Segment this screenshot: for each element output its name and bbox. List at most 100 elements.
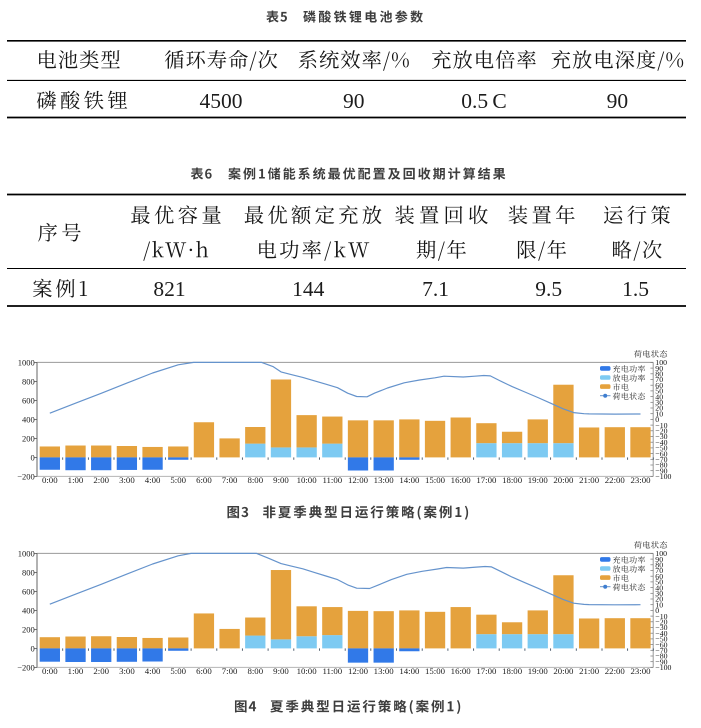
- svg-text:0: 0: [31, 643, 35, 653]
- svg-text:400: 400: [22, 605, 35, 615]
- svg-text:600: 600: [22, 395, 35, 405]
- svg-text:23:00: 23:00: [630, 475, 651, 485]
- svg-text:3:00: 3:00: [119, 666, 135, 676]
- svg-text:8:00: 8:00: [247, 475, 263, 485]
- svg-text:11:00: 11:00: [322, 475, 342, 485]
- svg-text:18:00: 18:00: [502, 475, 523, 485]
- svg-text:19:00: 19:00: [528, 666, 549, 676]
- svg-text:7:00: 7:00: [222, 666, 238, 676]
- svg-text:−50: −50: [655, 444, 667, 453]
- svg-text:−200: −200: [17, 471, 35, 481]
- svg-text:−70: −70: [655, 646, 667, 655]
- svg-text:3:00: 3:00: [119, 475, 135, 485]
- svg-text:0:00: 0:00: [42, 475, 58, 485]
- svg-text:−100: −100: [655, 663, 671, 672]
- svg-text:16:00: 16:00: [451, 666, 472, 676]
- svg-text:90: 90: [655, 364, 663, 373]
- svg-text:17:00: 17:00: [476, 475, 497, 485]
- svg-text:144: 144: [292, 277, 325, 301]
- svg-text:−90: −90: [655, 466, 667, 475]
- svg-text:1.5: 1.5: [622, 277, 649, 301]
- svg-text:20: 20: [655, 595, 663, 604]
- svg-text:800: 800: [22, 376, 35, 386]
- svg-text:17:00: 17:00: [476, 666, 497, 676]
- svg-text:70: 70: [655, 566, 663, 575]
- svg-text:−60: −60: [655, 449, 667, 458]
- svg-text:13:00: 13:00: [374, 666, 395, 676]
- svg-text:4500: 4500: [200, 89, 243, 113]
- svg-text:6:00: 6:00: [196, 475, 212, 485]
- svg-text:800: 800: [22, 567, 35, 577]
- svg-text:12:00: 12:00: [348, 475, 369, 485]
- svg-text:40: 40: [655, 392, 663, 401]
- svg-text:100: 100: [655, 549, 667, 558]
- svg-text:−80: −80: [655, 461, 667, 470]
- svg-text:30: 30: [655, 398, 663, 407]
- svg-text:200: 200: [22, 433, 35, 443]
- svg-text:9:00: 9:00: [273, 475, 289, 485]
- svg-text:−100: −100: [655, 472, 671, 481]
- svg-text:12:00: 12:00: [348, 666, 369, 676]
- svg-text:20: 20: [655, 404, 663, 413]
- svg-text:80: 80: [655, 561, 663, 570]
- svg-text:0:00: 0:00: [42, 666, 58, 676]
- svg-text:60: 60: [655, 572, 663, 581]
- svg-text:7.1: 7.1: [422, 277, 449, 301]
- svg-text:−30: −30: [655, 432, 667, 441]
- svg-text:1000: 1000: [18, 548, 35, 558]
- svg-text:10:00: 10:00: [297, 475, 318, 485]
- svg-text:0: 0: [31, 452, 35, 462]
- svg-text:70: 70: [655, 375, 663, 384]
- svg-text:40: 40: [655, 583, 663, 592]
- svg-text:10:00: 10:00: [297, 666, 318, 676]
- svg-text:5:00: 5:00: [170, 666, 186, 676]
- svg-text:−50: −50: [655, 635, 667, 644]
- svg-text:−60: −60: [655, 640, 667, 649]
- svg-text:−70: −70: [655, 455, 667, 464]
- svg-text:2:00: 2:00: [93, 666, 109, 676]
- svg-text:21:00: 21:00: [579, 666, 600, 676]
- svg-text:10: 10: [655, 600, 663, 609]
- svg-text:4:00: 4:00: [145, 475, 161, 485]
- svg-text:1000: 1000: [18, 357, 35, 367]
- svg-text:0: 0: [655, 415, 659, 424]
- svg-text:20:00: 20:00: [553, 666, 574, 676]
- svg-text:−200: −200: [17, 662, 35, 672]
- svg-text:−20: −20: [655, 427, 667, 436]
- svg-text:19:00: 19:00: [528, 475, 549, 485]
- svg-text:14:00: 14:00: [399, 666, 420, 676]
- svg-text:−80: −80: [655, 652, 667, 661]
- svg-text:−10: −10: [655, 612, 667, 621]
- svg-text:80: 80: [655, 370, 663, 379]
- svg-text:200: 200: [22, 624, 35, 634]
- svg-text:15:00: 15:00: [425, 475, 446, 485]
- svg-text:20:00: 20:00: [553, 475, 574, 485]
- svg-text:21:00: 21:00: [579, 475, 600, 485]
- svg-text:−10: −10: [655, 421, 667, 430]
- svg-text:0.5 C: 0.5 C: [461, 89, 507, 113]
- svg-text:50: 50: [655, 387, 663, 396]
- svg-text:4:00: 4:00: [145, 666, 161, 676]
- svg-text:9:00: 9:00: [273, 666, 289, 676]
- svg-text:821: 821: [153, 277, 185, 301]
- svg-text:22:00: 22:00: [605, 666, 626, 676]
- svg-text:6:00: 6:00: [196, 666, 212, 676]
- svg-text:13:00: 13:00: [374, 475, 395, 485]
- svg-text:90: 90: [655, 555, 663, 564]
- svg-text:90: 90: [607, 89, 629, 113]
- svg-text:600: 600: [22, 586, 35, 596]
- svg-text:−20: −20: [655, 618, 667, 627]
- svg-text:11:00: 11:00: [322, 666, 342, 676]
- svg-text:10: 10: [655, 409, 663, 418]
- svg-text:100: 100: [655, 358, 667, 367]
- svg-text:7:00: 7:00: [222, 475, 238, 485]
- svg-text:−40: −40: [655, 629, 667, 638]
- svg-text:9.5: 9.5: [535, 277, 562, 301]
- svg-text:50: 50: [655, 578, 663, 587]
- svg-text:5:00: 5:00: [170, 475, 186, 485]
- svg-text:1:00: 1:00: [68, 666, 84, 676]
- svg-text:8:00: 8:00: [247, 666, 263, 676]
- svg-text:400: 400: [22, 414, 35, 424]
- svg-text:16:00: 16:00: [451, 475, 472, 485]
- svg-text:15:00: 15:00: [425, 666, 446, 676]
